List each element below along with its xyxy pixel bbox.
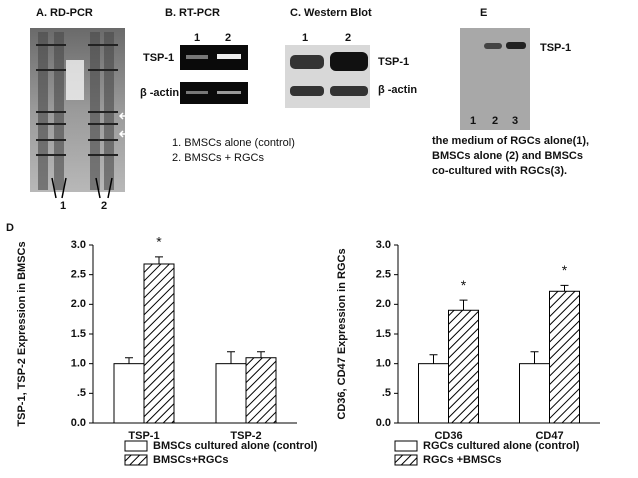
row-label: TSP-1 [143, 52, 174, 64]
lane-label: 1 [470, 115, 476, 127]
legend-swatch [124, 454, 148, 466]
panel-label: B. RT-PCR [165, 7, 220, 19]
x-tick-label: TSP-1 [128, 430, 159, 442]
significance-marker: * [156, 234, 162, 250]
lane-label: 1 [302, 32, 308, 44]
bar [215, 363, 247, 424]
band-label: TSP-1 [540, 42, 571, 54]
legend-swatch [124, 440, 148, 452]
error-bar [459, 299, 468, 311]
error-bar [530, 351, 539, 364]
significance-marker: * [461, 277, 467, 293]
lane-label: 3 [512, 115, 518, 127]
x-tick-label: TSP-2 [230, 430, 261, 442]
lane-label: 2 [492, 115, 498, 127]
legend-label: RGCs +BMSCs [423, 454, 502, 466]
y-tick-label: 1.0 [71, 358, 86, 370]
y-tick-label: 2.0 [71, 298, 86, 310]
y-tick-label: 1.0 [376, 358, 391, 370]
row-label: TSP-1 [378, 56, 409, 68]
legend-swatch [394, 454, 418, 466]
gel-image [180, 45, 248, 104]
caption: BMSCs alone (2) and BMSCs [432, 150, 583, 162]
bar [448, 309, 479, 424]
y-tick-label: .5 [382, 387, 391, 399]
panel-label: E [480, 7, 487, 19]
bar [519, 363, 550, 424]
legend-text: 1. BMSCs alone (control) [172, 137, 295, 149]
lane-label: 2 [101, 200, 107, 212]
y-tick-label: 1.5 [376, 328, 391, 340]
y-tick-label: 2.0 [376, 298, 391, 310]
error-bar [257, 351, 265, 358]
row-label: β -actin [378, 84, 417, 96]
bar [418, 363, 449, 424]
error-bar [560, 284, 569, 292]
legend-label: RGCs cultured alone (control) [423, 440, 580, 452]
caption: the medium of RGCs alone(1), [432, 135, 589, 147]
legend-swatch [394, 440, 418, 452]
error-bar [227, 351, 235, 364]
error-bar [429, 354, 438, 364]
row-label: β -actin [140, 87, 179, 99]
error-bar [155, 256, 163, 264]
panel-label: C. Western Blot [290, 7, 372, 19]
x-tick-label: CD36 [434, 430, 462, 442]
y-tick-label: 0.0 [71, 417, 86, 429]
y-tick-label: 2.5 [71, 269, 86, 281]
y-tick-label: 0.0 [376, 417, 391, 429]
panel-label: D [6, 222, 14, 234]
y-axis-label: TSP-1, TSP-2 Expression in BMSCs [16, 241, 28, 426]
blot-image [285, 45, 370, 108]
caption: co-cultured with RGCs(3). [432, 165, 567, 177]
error-bar [125, 357, 133, 364]
lane-label: 1 [194, 32, 200, 44]
significance-marker: * [562, 262, 568, 278]
bar [245, 357, 277, 424]
legend-label: BMSCs cultured alone (control) [153, 440, 318, 452]
y-tick-label: 1.5 [71, 328, 86, 340]
y-axis-label: CD36, CD47 Expression in RGCs [336, 248, 348, 419]
y-tick-label: 2.5 [376, 269, 391, 281]
y-tick-label: 3.0 [376, 239, 391, 251]
y-tick-label: 3.0 [71, 239, 86, 251]
x-tick-label: CD47 [535, 430, 563, 442]
lane-label: 2 [345, 32, 351, 44]
lane-label: 1 [60, 200, 66, 212]
panel-label: A. RD-PCR [36, 7, 93, 19]
bar [549, 290, 580, 424]
bar [143, 263, 175, 424]
blot-image [460, 28, 530, 130]
lane-label: 2 [225, 32, 231, 44]
gel-image [30, 28, 128, 199]
legend-label: BMSCs+RGCs [153, 454, 229, 466]
bar [113, 363, 145, 424]
y-tick-label: .5 [77, 387, 86, 399]
legend-text: 2. BMSCs + RGCs [172, 152, 264, 164]
